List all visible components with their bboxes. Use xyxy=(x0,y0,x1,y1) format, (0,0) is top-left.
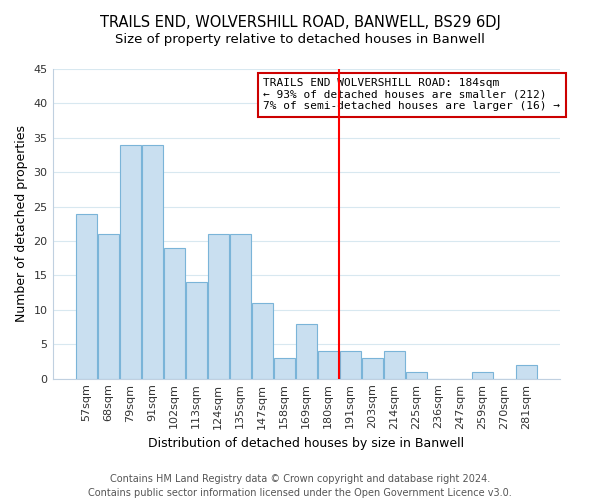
X-axis label: Distribution of detached houses by size in Banwell: Distribution of detached houses by size … xyxy=(148,437,464,450)
Text: TRAILS END, WOLVERSHILL ROAD, BANWELL, BS29 6DJ: TRAILS END, WOLVERSHILL ROAD, BANWELL, B… xyxy=(100,15,500,30)
Bar xyxy=(340,351,361,378)
Bar xyxy=(406,372,427,378)
Bar xyxy=(76,214,97,378)
Bar xyxy=(516,365,537,378)
Y-axis label: Number of detached properties: Number of detached properties xyxy=(15,126,28,322)
Text: TRAILS END WOLVERSHILL ROAD: 184sqm
← 93% of detached houses are smaller (212)
7: TRAILS END WOLVERSHILL ROAD: 184sqm ← 93… xyxy=(263,78,560,112)
Bar xyxy=(208,234,229,378)
Bar xyxy=(230,234,251,378)
Bar xyxy=(142,144,163,378)
Bar xyxy=(252,303,273,378)
Bar xyxy=(318,351,339,378)
Bar xyxy=(98,234,119,378)
Text: Size of property relative to detached houses in Banwell: Size of property relative to detached ho… xyxy=(115,32,485,46)
Bar xyxy=(164,248,185,378)
Text: Contains HM Land Registry data © Crown copyright and database right 2024.
Contai: Contains HM Land Registry data © Crown c… xyxy=(88,474,512,498)
Bar xyxy=(362,358,383,378)
Bar xyxy=(472,372,493,378)
Bar xyxy=(296,324,317,378)
Bar xyxy=(119,144,140,378)
Bar xyxy=(186,282,206,378)
Bar xyxy=(274,358,295,378)
Bar xyxy=(384,351,405,378)
